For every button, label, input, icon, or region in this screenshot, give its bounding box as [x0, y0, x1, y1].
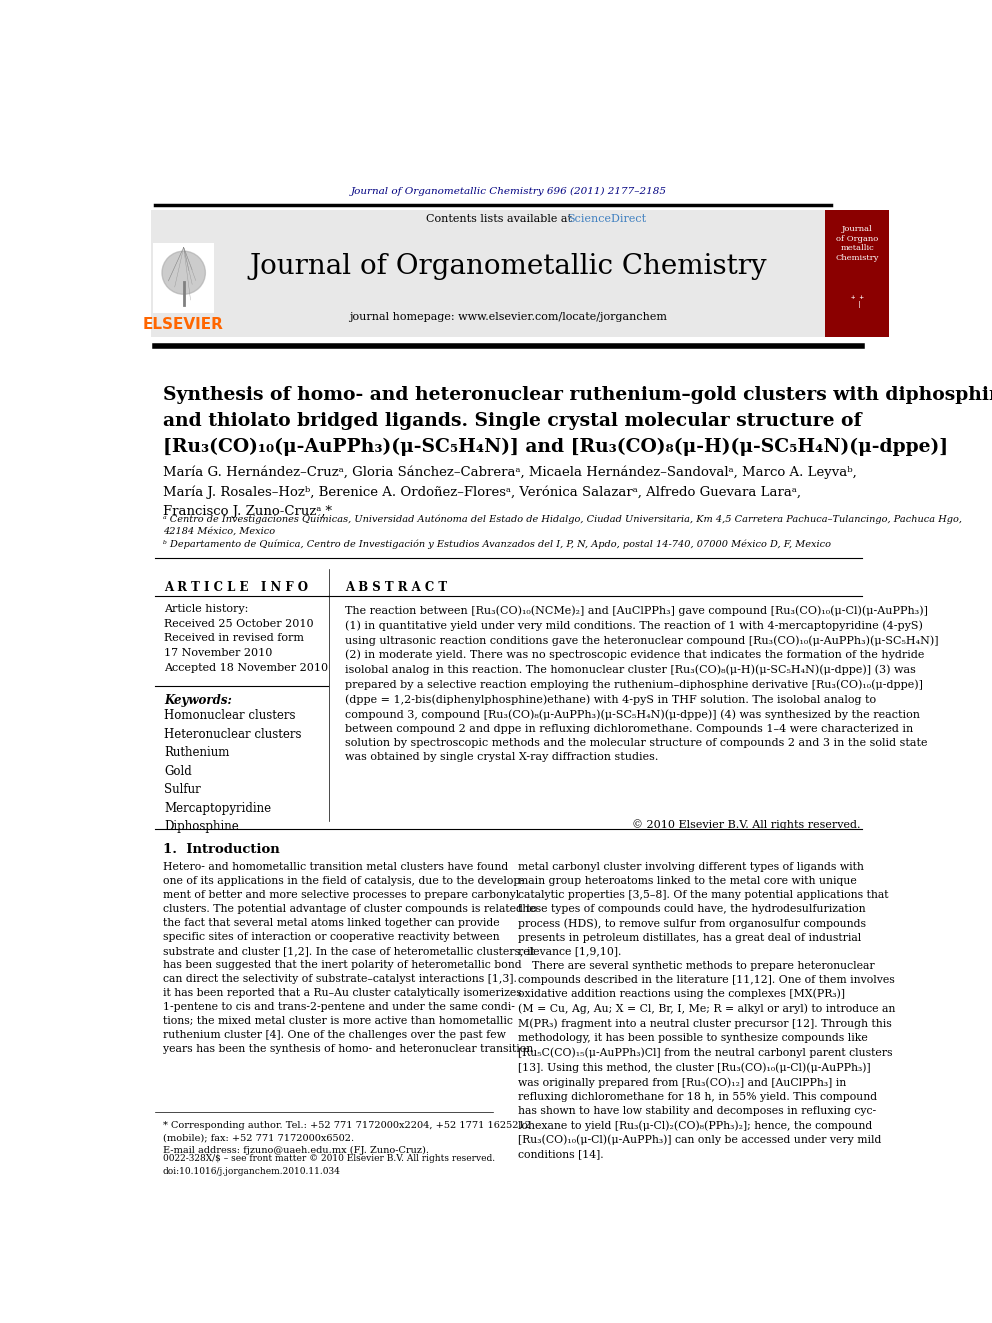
Text: Contents lists available at: Contents lists available at [427, 214, 575, 224]
Text: A B S T R A C T: A B S T R A C T [345, 581, 447, 594]
Text: Article history:
Received 25 October 2010
Received in revised form
17 November 2: Article history: Received 25 October 201… [165, 603, 328, 673]
Bar [151, 210, 825, 337]
Circle shape [162, 251, 205, 294]
Text: 0022-328X/$ – see front matter © 2010 Elsevier B.V. All rights reserved.
doi:10.: 0022-328X/$ – see front matter © 2010 El… [163, 1155, 495, 1176]
Text: metal carbonyl cluster involving different types of ligands with
main group hete: metal carbonyl cluster involving differe… [518, 861, 895, 1159]
Text: © 2010 Elsevier B.V. All rights reserved.: © 2010 Elsevier B.V. All rights reserved… [632, 819, 860, 831]
Text: Synthesis of homo- and heteronuclear ruthenium–gold clusters with diphosphine
an: Synthesis of homo- and heteronuclear rut… [163, 386, 992, 455]
Text: journal homepage: www.elsevier.com/locate/jorganchem: journal homepage: www.elsevier.com/locat… [349, 312, 668, 321]
Text: + +
 |: + + | [851, 294, 863, 308]
Text: Journal
of Organo
metallic
Chemistry: Journal of Organo metallic Chemistry [835, 225, 879, 262]
Bar [825, 210, 889, 337]
Text: * Corresponding author. Tel.: +52 771 7172000x2204, +52 1771 1625212
(mobile); f: * Corresponding author. Tel.: +52 771 71… [163, 1122, 531, 1155]
Text: Hetero- and homometallic transition metal clusters have found
one of its applica: Hetero- and homometallic transition meta… [163, 861, 537, 1054]
Text: Journal of Organometallic Chemistry: Journal of Organometallic Chemistry [250, 253, 767, 280]
Text: Journal of Organometallic Chemistry 696 (2011) 2177–2185: Journal of Organometallic Chemistry 696 … [350, 187, 667, 196]
Text: Homonuclear clusters
Heteronuclear clusters
Ruthenium
Gold
Sulfur
Mercaptopyridi: Homonuclear clusters Heteronuclear clust… [165, 709, 302, 833]
Text: Keywords:: Keywords: [165, 693, 232, 706]
Text: ᵇ Departamento de Química, Centro de Investigación y Estudios Avanzados del I, P: ᵇ Departamento de Química, Centro de Inv… [163, 540, 830, 549]
Text: The reaction between [Ru₃(CO)₁₀(NCMe)₂] and [AuClPPh₃] gave compound [Ru₃(CO)₁₀(: The reaction between [Ru₃(CO)₁₀(NCMe)₂] … [345, 606, 938, 762]
Bar [154, 243, 214, 312]
Text: María G. Hernández–Cruzᵃ, Gloria Sánchez–Cabreraᵃ, Micaela Hernández–Sandovalᵃ, : María G. Hernández–Cruzᵃ, Gloria Sánchez… [163, 466, 856, 517]
Text: ScienceDirect: ScienceDirect [567, 214, 647, 224]
Text: 1.  Introduction: 1. Introduction [163, 843, 280, 856]
Text: ELSEVIER: ELSEVIER [143, 316, 223, 332]
Text: A R T I C L E   I N F O: A R T I C L E I N F O [165, 581, 309, 594]
Text: ᵃ Centro de Investigaciones Químicas, Universidad Autónoma del Estado de Hidalgo: ᵃ Centro de Investigaciones Químicas, Un… [163, 515, 962, 536]
